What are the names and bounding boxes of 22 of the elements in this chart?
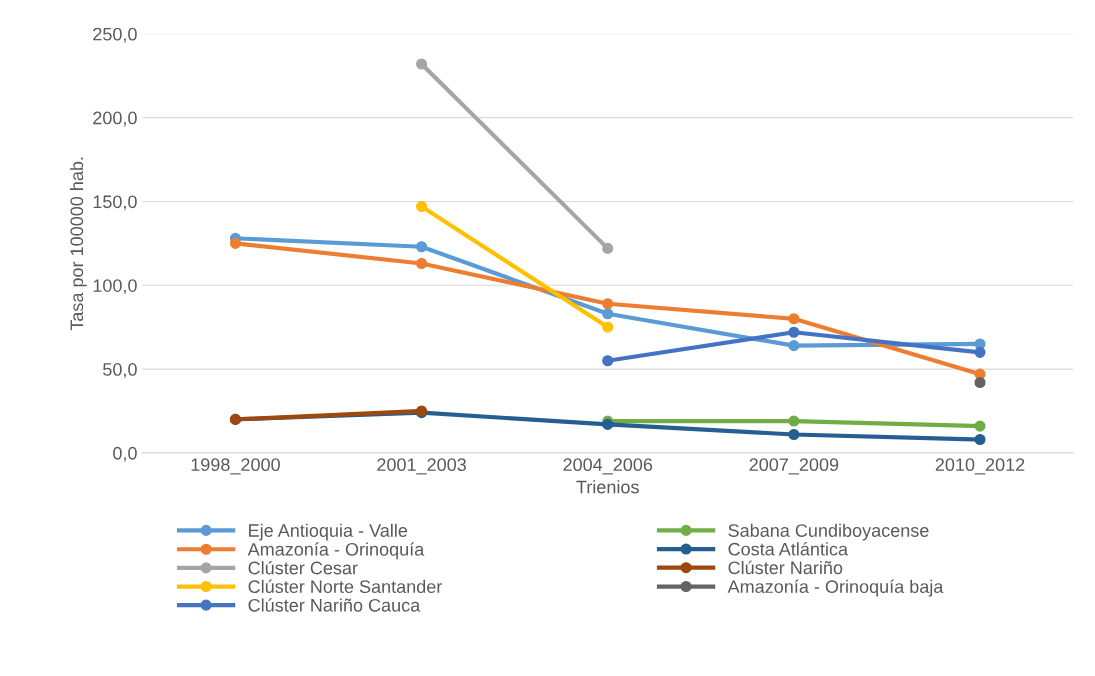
y-tick-label: 200,0 <box>93 111 137 127</box>
legend-label: Eje Antioquia - Valle <box>249 523 408 541</box>
legend-label: Clúster Norte Santander <box>248 579 443 594</box>
legend-label: Clúster Nariño Cauca <box>248 598 421 612</box>
y-tick-label: 0,0 <box>113 446 137 462</box>
y-tick-label: 250,0 <box>93 27 137 43</box>
legend-label: Amazonía - Orinoquía <box>247 542 425 560</box>
x-tick-label: 2004_2006 <box>563 458 653 475</box>
x-tick-label: 1998_2000 <box>191 458 280 475</box>
legend-label: Costa Atlántica <box>728 542 849 556</box>
x-tick-label: 2007_2009 <box>749 458 839 475</box>
y-tick-label: 100,0 <box>93 279 137 295</box>
y-tick-label: 50,0 <box>103 363 137 378</box>
legend-label: Clúster Nariño <box>728 560 843 575</box>
y-tick-label: 150,0 <box>93 195 137 211</box>
legend-label: Clúster Cesar <box>248 560 358 575</box>
y-axis-title: Tasa por 100000 hab. <box>69 157 87 331</box>
x-tick-label: 2001_2003 <box>377 458 466 475</box>
x-axis-title: Trienios <box>576 480 639 494</box>
legend-label: Amazonía - Orinoquía baja <box>727 579 944 597</box>
legend-label: Sabana Cundiboyacense <box>728 523 929 541</box>
x-tick-label: 2010_2012 <box>935 458 1025 475</box>
